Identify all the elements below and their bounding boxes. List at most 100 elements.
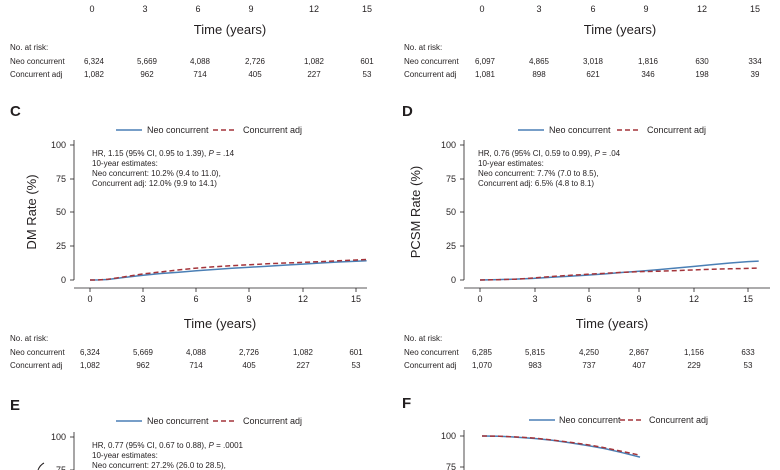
risk-value: 630 <box>695 57 709 66</box>
risk-row-label: Neo concurrent <box>404 348 459 357</box>
x-tick-label: 6 <box>195 4 200 14</box>
x-tick-label: 3 <box>532 294 537 304</box>
legend-label: Concurrent adj <box>647 125 706 135</box>
curves-c <box>89 258 367 281</box>
legend-label: Neo concurrent <box>559 415 621 425</box>
risk-value: 714 <box>189 361 203 370</box>
y-tick-label: 0 <box>451 275 456 285</box>
x-tick-label: 15 <box>743 294 753 304</box>
estimate-line: 10-year estimates: <box>478 159 544 168</box>
series-line-neo-concurrent <box>479 260 759 281</box>
legend: Neo concurrent Concurrent adj <box>518 125 706 135</box>
risk-value: 601 <box>360 57 374 66</box>
risk-value: 714 <box>193 70 207 79</box>
y-tick-label: 25 <box>56 241 66 251</box>
panel-e: E Neo concurrent Concurrent adj HR, 0.77… <box>10 397 302 470</box>
legend-label: Neo concurrent <box>549 125 611 135</box>
risk-value: 5,669 <box>137 57 158 66</box>
risk-value: 53 <box>744 361 753 370</box>
x-tick-label: 12 <box>697 4 707 14</box>
risk-row-label: Concurrent adj <box>404 70 457 79</box>
x-tick-label: 0 <box>479 4 484 14</box>
risk-value: 5,815 <box>525 348 546 357</box>
x-tick-label: 9 <box>636 294 641 304</box>
risk-value: 6,324 <box>84 57 105 66</box>
x-tick-label: 15 <box>351 294 361 304</box>
top-left-x-ticks: 0 3 6 9 12 15 <box>89 4 372 14</box>
panel-d: D Neo concurrent Concurrent adj HR, 0.76… <box>402 103 770 370</box>
x-tick-label: 9 <box>246 294 251 304</box>
series-line-concurrent-adj <box>479 267 759 281</box>
y-tick-label: 75 <box>56 174 66 184</box>
risk-row-label: Neo concurrent <box>404 57 459 66</box>
x-tick-label: 0 <box>87 294 92 304</box>
risk-value: 633 <box>741 348 755 357</box>
risk-value: 2,726 <box>245 57 266 66</box>
risk-value: 4,250 <box>579 348 600 357</box>
panel-letter: E <box>10 397 20 414</box>
risk-value: 601 <box>349 348 363 357</box>
y-tick-label: 0 <box>61 275 66 285</box>
risk-value: 198 <box>695 70 709 79</box>
risk-value: 1,082 <box>293 348 314 357</box>
x-tick-label: 6 <box>193 294 198 304</box>
risk-value: 1,816 <box>638 57 659 66</box>
risk-value: 227 <box>307 70 321 79</box>
x-tick-label: 6 <box>590 4 595 14</box>
x-tick-label: 6 <box>586 294 591 304</box>
y-ticks: 0 25 50 75 100 <box>441 140 464 285</box>
risk-header: No. at risk: <box>10 43 48 52</box>
hr-annotation: HR, 0.77 (95% CI, 0.67 to 0.88), P = .00… <box>92 441 244 450</box>
legend-label: Concurrent adj <box>243 416 302 426</box>
series-line-concurrent-adj <box>89 258 367 281</box>
risk-value: 4,865 <box>529 57 550 66</box>
x-tick-label: 0 <box>89 4 94 14</box>
risk-value: 53 <box>363 70 372 79</box>
x-tick-label: 12 <box>689 294 699 304</box>
x-axis-title: Time (years) <box>194 22 266 37</box>
estimate-line: 10-year estimates: <box>92 159 158 168</box>
legend: Neo concurrent Concurrent adj <box>116 125 302 135</box>
hr-annotation: HR, 1.15 (95% CI, 0.95 to 1.39), P = .14 <box>92 149 235 158</box>
x-tick-label: 3 <box>142 4 147 14</box>
hr-annotation: HR, 0.76 (95% CI, 0.59 to 0.99), P = .04 <box>478 149 621 158</box>
estimate-line: Concurrent adj: 12.0% (9.9 to 14.1) <box>92 179 217 188</box>
legend-label: Neo concurrent <box>147 125 209 135</box>
risk-value: 962 <box>140 70 154 79</box>
x-axis-title: Time (years) <box>584 22 656 37</box>
estimate-line: 10-year estimates: <box>92 451 158 460</box>
series-line-neo-concurrent <box>481 435 641 458</box>
top-right-x-ticks: 0 3 6 9 12 15 <box>479 4 760 14</box>
legend-label: Concurrent adj <box>649 415 708 425</box>
x-ticks: 0 3 6 9 12 15 <box>87 288 361 304</box>
risk-value: 983 <box>528 361 542 370</box>
risk-value: 1,082 <box>304 57 325 66</box>
y-ticks: 0 25 50 75 100 <box>51 140 74 285</box>
risk-header: No. at risk: <box>404 334 442 343</box>
x-tick-label: 9 <box>248 4 253 14</box>
x-tick-label: 12 <box>309 4 319 14</box>
risk-value: 334 <box>748 57 762 66</box>
risk-value: 1,081 <box>475 70 496 79</box>
legend-label: Concurrent adj <box>243 125 302 135</box>
legend: Neo concurrent Concurrent adj <box>529 415 708 425</box>
risk-value: 6,324 <box>80 348 101 357</box>
x-tick-label: 15 <box>750 4 760 14</box>
risk-value: 1,082 <box>84 70 105 79</box>
panel-c: C Neo concurrent Concurrent adj HR, 1.15… <box>10 103 367 370</box>
risk-value: 5,669 <box>133 348 154 357</box>
y-tick-label: 75 <box>446 462 456 470</box>
risk-value: 407 <box>632 361 646 370</box>
risk-row-label: Neo concurrent <box>10 57 65 66</box>
risk-value: 1,070 <box>472 361 493 370</box>
y-tick-label: 50 <box>56 207 66 217</box>
series-line-neo-concurrent <box>89 260 367 281</box>
series-line-concurrent-adj <box>481 435 641 456</box>
x-axis-title: Time (years) <box>576 316 648 331</box>
risk-value: 4,088 <box>190 57 211 66</box>
risk-value: 898 <box>532 70 546 79</box>
panel-letter: C <box>10 103 21 120</box>
y-axis-title: PCSM Rate (%) <box>408 166 423 258</box>
risk-value: 2,726 <box>239 348 260 357</box>
estimate-line: Neo concurrent: 7.7% (7.0 to 8.5), <box>478 169 599 178</box>
